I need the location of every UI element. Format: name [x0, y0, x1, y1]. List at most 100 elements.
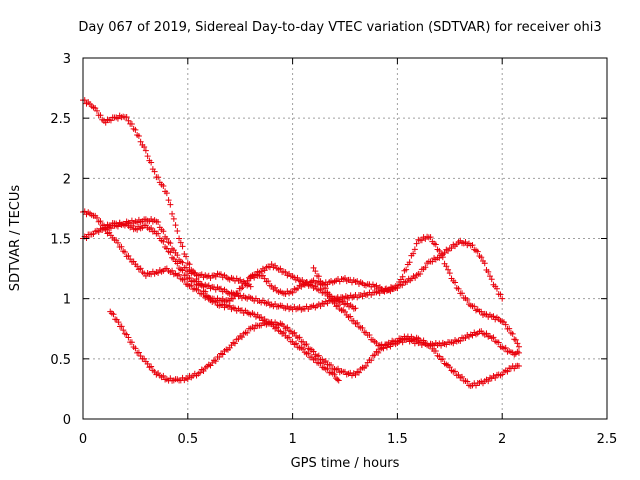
data-point [265, 278, 272, 285]
data-point [459, 373, 466, 380]
series-track-5 [107, 308, 522, 389]
data-point [469, 332, 476, 339]
data-point [148, 225, 155, 232]
data-point [188, 282, 195, 289]
data-point [464, 378, 471, 385]
data-point [488, 276, 495, 283]
data-point [176, 235, 183, 242]
data-point [403, 266, 410, 273]
data-point [183, 264, 190, 271]
x-tick-label: 0 [79, 432, 87, 447]
data-point [334, 376, 341, 383]
data-point [174, 228, 181, 235]
data-point [452, 279, 459, 286]
data-point [399, 282, 406, 289]
data-point [134, 263, 141, 270]
data-point [443, 263, 450, 270]
series-track-1 [80, 97, 359, 312]
data-point [186, 267, 193, 274]
data-point [144, 360, 151, 367]
data-point [186, 261, 193, 268]
data-point [268, 261, 275, 268]
data-point [121, 249, 128, 256]
data-point [317, 303, 324, 310]
series-track-3 [80, 216, 254, 290]
data-point [404, 278, 411, 285]
data-point [83, 234, 90, 241]
data-point [125, 252, 132, 259]
data-point [300, 338, 307, 345]
data-point [515, 349, 522, 356]
data-point [160, 182, 167, 189]
data-point [497, 291, 504, 298]
data-point [197, 369, 204, 376]
data-point [212, 358, 219, 365]
data-point [280, 329, 287, 336]
chart-title: Day 067 of 2019, Sidereal Day-to-day VTE… [78, 20, 602, 35]
data-point [167, 240, 174, 247]
data-marks [80, 97, 522, 389]
data-point [148, 363, 155, 370]
data-point [355, 369, 362, 376]
data-point [394, 285, 401, 292]
data-point [169, 210, 176, 217]
data-point [418, 237, 425, 244]
data-point [114, 223, 121, 230]
data-point [205, 282, 212, 289]
data-point [261, 275, 268, 282]
data-point [200, 290, 207, 297]
data-point [399, 273, 406, 280]
data-point [350, 317, 357, 324]
data-point [97, 112, 104, 119]
data-point [186, 274, 193, 281]
data-point [432, 241, 439, 248]
data-point [410, 250, 417, 257]
data-point [163, 190, 170, 197]
data-point [148, 159, 155, 166]
data-point [439, 355, 446, 362]
data-point [95, 229, 102, 236]
data-point [219, 351, 226, 358]
x-tick-label: 1 [288, 432, 296, 447]
data-point [432, 348, 439, 355]
data-point [512, 336, 519, 343]
data-point [137, 265, 144, 272]
data-point [268, 283, 275, 290]
data-point [165, 197, 172, 204]
data-point [155, 269, 162, 276]
data-point [366, 331, 373, 338]
data-point [478, 254, 485, 261]
data-point [212, 273, 219, 280]
data-point [504, 368, 511, 375]
data-point [347, 313, 354, 320]
data-point [118, 323, 125, 330]
data-point [120, 327, 127, 334]
data-point [144, 153, 151, 160]
data-point [238, 334, 245, 341]
data-point [481, 260, 488, 267]
data-point [135, 349, 142, 356]
data-point [229, 295, 236, 302]
data-point [422, 264, 429, 271]
x-tick-label: 1.5 [387, 432, 408, 447]
data-point [141, 144, 148, 151]
data-point [509, 330, 516, 337]
data-point [284, 324, 291, 331]
data-point [282, 269, 289, 276]
data-point [93, 214, 100, 221]
data-point [247, 283, 254, 290]
data-point [195, 287, 202, 294]
data-point [174, 252, 181, 259]
data-point [441, 249, 448, 256]
data-point [448, 245, 455, 252]
data-point [286, 334, 293, 341]
data-point [160, 228, 167, 235]
data-point [155, 230, 162, 237]
data-point [499, 295, 506, 302]
data-point [452, 368, 459, 375]
data-point [163, 245, 170, 252]
data-point [515, 363, 522, 370]
y-tick-label: 0 [63, 413, 71, 428]
data-point [446, 364, 453, 371]
data-point [319, 281, 326, 288]
